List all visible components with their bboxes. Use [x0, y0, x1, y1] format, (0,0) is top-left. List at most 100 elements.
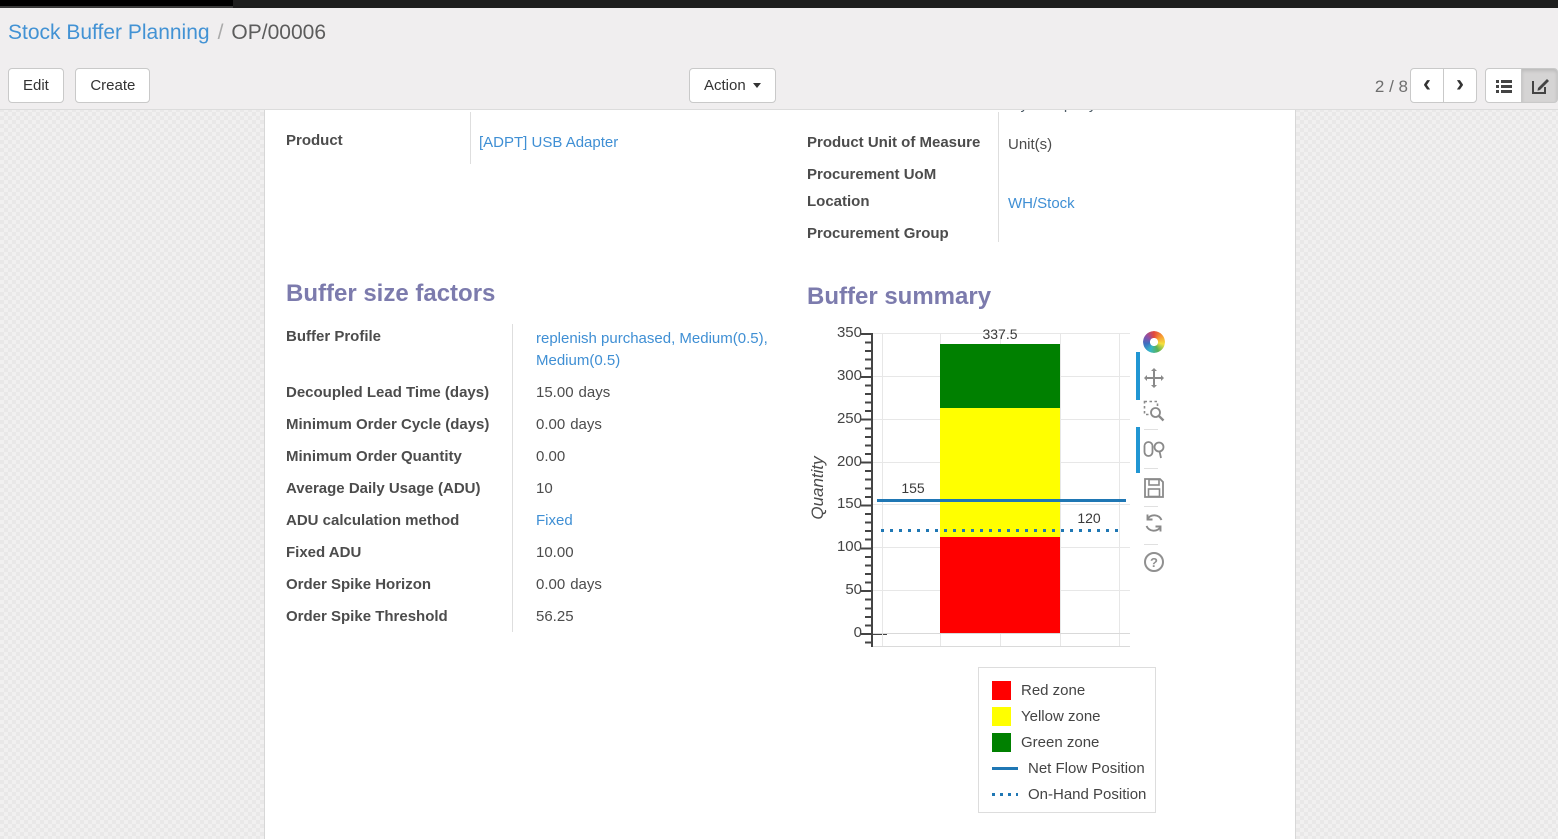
y-gridline [873, 333, 1130, 334]
yellow-zone-bar [940, 408, 1060, 537]
x-gridline [1119, 333, 1120, 646]
form-view-button[interactable] [1521, 68, 1558, 103]
view-switcher [1485, 68, 1558, 103]
action-dropdown: Action [689, 68, 776, 103]
modebar-separator [1144, 544, 1158, 545]
uom-value: Unit(s) [1008, 136, 1053, 153]
modebar-highlight [1136, 352, 1140, 400]
y-axis-line [871, 333, 873, 647]
field-row: Buffer Profile replenish purchased, Medi… [286, 322, 791, 378]
fixed-adu-value: 10.00 [536, 544, 574, 561]
refresh-icon [1145, 514, 1163, 532]
order-spike-horizon-value: 0.00 days [536, 576, 602, 593]
field-row: Minimum Order Cycle (days) 0.00 days [286, 410, 791, 442]
buffer-factors-table: Buffer Profile replenish purchased, Medi… [286, 322, 791, 634]
adu-method-label: ADU calculation method [286, 512, 460, 529]
pager: ‹ › [1410, 68, 1477, 103]
adu-value: 10 [536, 480, 553, 497]
y-axis-minor-ticks [865, 333, 871, 647]
field-separator [998, 112, 999, 242]
order-spike-horizon-label: Order Spike Horizon [286, 576, 432, 593]
legend-label: Green zone [1021, 733, 1100, 751]
legend-label: Red zone [1021, 681, 1086, 699]
breadcrumb-current: OP/00006 [231, 21, 326, 44]
save-chart-button[interactable] [1142, 476, 1166, 500]
modebar-separator [1144, 429, 1158, 430]
help-button[interactable]: ? [1142, 550, 1166, 574]
x-axis-line [871, 633, 887, 635]
field-row: Average Daily Usage (ADU) 10 [286, 474, 791, 506]
x-gridline [1060, 333, 1061, 646]
product-value: [ADPT] USB Adapter [479, 134, 618, 151]
chevron-right-icon: › [1456, 69, 1464, 97]
y-tick-label: 350 [836, 324, 862, 341]
zoom-select-button[interactable] [1142, 399, 1166, 423]
y-tick-label: 300 [836, 366, 862, 384]
adu-method-link[interactable]: Fixed [536, 512, 573, 529]
buffer-profile-value: replenish purchased, Medium(0.5), Medium… [524, 322, 786, 378]
green-zone-bar [940, 343, 1060, 408]
breadcrumb: Stock Buffer Planning / OP/00006 [8, 21, 326, 45]
field-row: Fixed ADU 10.00 [286, 538, 791, 570]
chevron-down-icon [752, 83, 761, 88]
y-axis-ticks: 0 50 100 150 200 250 300 350 [810, 324, 862, 641]
legend-item-on-hand[interactable]: On-Hand Position [992, 781, 1155, 807]
plotly-logo-button[interactable] [1142, 330, 1166, 354]
y-tick-label: 250 [836, 409, 862, 427]
on-hand-position-line [881, 529, 1119, 533]
product-link[interactable]: [ADPT] USB Adapter [479, 134, 619, 151]
uom-label: Product Unit of Measure [807, 134, 981, 151]
y-tick-label: 200 [836, 452, 862, 470]
buffer-profile-link[interactable]: replenish purchased, Medium(0.5), Medium… [536, 330, 768, 369]
company-field-clipped: My Company [1008, 110, 1208, 115]
legend-item-yellow-zone[interactable]: Yellow zone [992, 703, 1155, 729]
edit-button[interactable]: Edit [8, 68, 64, 103]
company-value: My Company [1008, 110, 1208, 113]
field-separator [512, 324, 513, 632]
y-tick-label: 100 [836, 538, 862, 556]
field-separator [470, 112, 471, 164]
create-button[interactable]: Create [75, 68, 151, 103]
buffer-summary-title: Buffer summary [807, 283, 992, 310]
legend-item-net-flow[interactable]: Net Flow Position [992, 755, 1155, 781]
decoupled-lead-time-label: Decoupled Lead Time (days) [286, 384, 490, 401]
modebar-separator [1144, 468, 1158, 469]
x-gridline [882, 333, 883, 646]
location-link[interactable]: WH/Stock [1008, 195, 1075, 212]
list-view-button[interactable] [1485, 68, 1522, 103]
reset-axes-button[interactable] [1142, 511, 1166, 535]
list-view-icon [1495, 79, 1512, 93]
modebar-separator [1144, 506, 1158, 507]
legend-label: Net Flow Position [1028, 759, 1145, 777]
procurement-group-label: Procurement Group [807, 225, 949, 242]
red-zone-bar [940, 536, 1060, 633]
x-axis-gridline [873, 646, 1130, 647]
form-view-icon [1531, 78, 1549, 94]
field-row: Decoupled Lead Time (days) 15.00 days [286, 378, 791, 410]
pager-next-button[interactable]: › [1443, 68, 1477, 103]
fixed-adu-label: Fixed ADU [286, 544, 362, 561]
save-icon [1144, 478, 1164, 498]
location-value: WH/Stock [1008, 195, 1075, 212]
pager-prev-button[interactable]: ‹ [1410, 68, 1444, 103]
hover-compare-button[interactable] [1142, 438, 1166, 462]
line-value-label: 120 [1077, 510, 1101, 527]
zone-value-label: 337.5 [982, 325, 1018, 342]
pan-button[interactable] [1142, 366, 1166, 390]
order-spike-threshold-label: Order Spike Threshold [286, 608, 448, 625]
legend-item-red-zone[interactable]: Red zone [992, 677, 1155, 703]
legend-label: On-Hand Position [1028, 785, 1147, 803]
plotly-logo-icon [1143, 331, 1165, 353]
buffer-profile-label: Buffer Profile [286, 328, 382, 345]
min-order-cycle-label: Minimum Order Cycle (days) [286, 416, 490, 433]
green-swatch-icon [992, 732, 1011, 752]
field-row: Order Spike Horizon 0.00 days [286, 570, 791, 602]
navbar-active-tab [0, 0, 233, 8]
modebar-highlight [1136, 427, 1140, 473]
breadcrumb-parent-link[interactable]: Stock Buffer Planning [8, 21, 210, 44]
legend-item-green-zone[interactable]: Green zone [992, 729, 1155, 755]
action-button[interactable]: Action [689, 68, 776, 103]
red-swatch-icon [992, 680, 1011, 700]
